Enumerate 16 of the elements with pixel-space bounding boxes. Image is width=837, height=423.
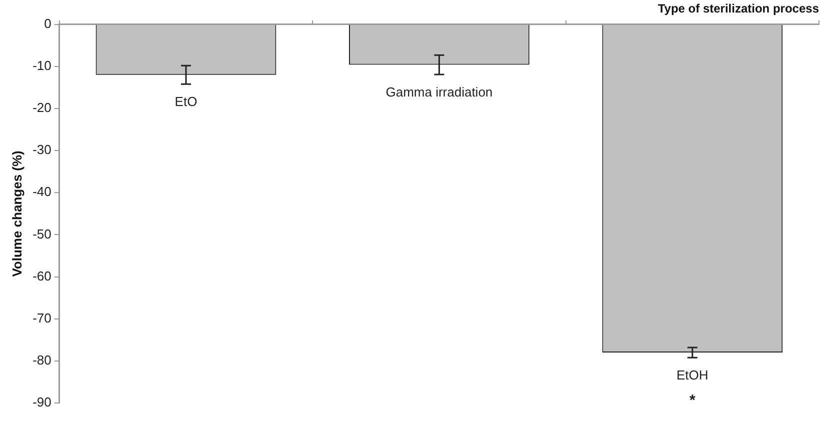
y-tick-label: -70	[32, 310, 52, 326]
y-tick-label: 0	[44, 16, 52, 31]
y-tick-label: -90	[32, 394, 52, 410]
y-tick-label: -80	[32, 352, 52, 368]
annotation: *	[689, 392, 696, 410]
y-tick-label: -40	[32, 184, 52, 200]
y-tick-label: -20	[32, 100, 52, 116]
x-tick-label: EtOH	[676, 368, 708, 383]
x-tick-label: EtO	[174, 94, 198, 110]
y-tick-label: -60	[32, 268, 52, 284]
y-tick-label: -50	[32, 226, 52, 242]
y-tick-label: -30	[32, 142, 52, 158]
y-axis-title: Volume changes (%)	[9, 150, 24, 277]
x-axis-title: Type of sterilization process	[658, 2, 820, 16]
x-tick-label: Gamma irradiation	[386, 84, 493, 100]
y-tick-label: -10	[32, 58, 52, 74]
